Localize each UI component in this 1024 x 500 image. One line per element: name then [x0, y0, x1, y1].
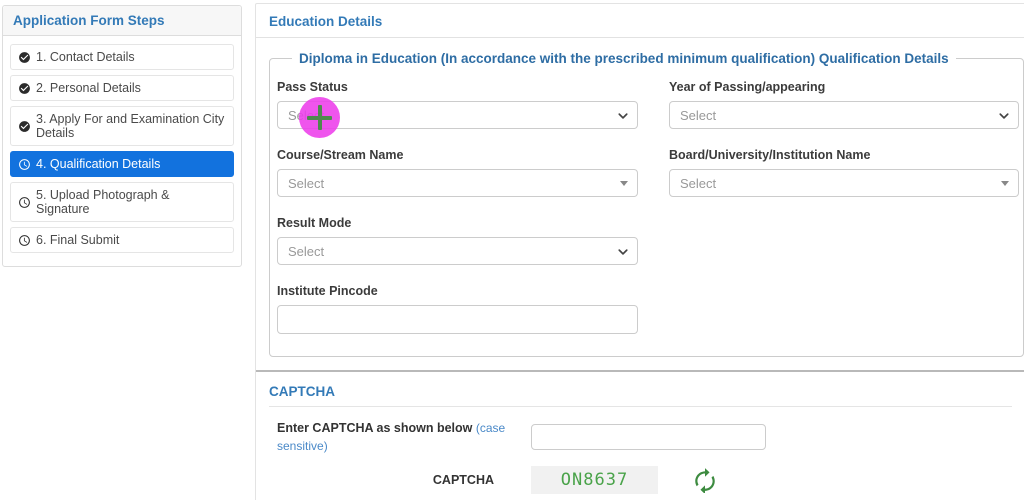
step-label: 5. Upload Photograph & Signature: [36, 188, 170, 216]
page-title: Education Details: [256, 4, 1024, 38]
selected-value: Select: [680, 175, 717, 191]
selected-value: Select: [288, 175, 325, 191]
qualification-details-fieldset: Diploma in Education (In accordance with…: [269, 51, 1024, 357]
chevron-down-icon: [617, 110, 629, 125]
field-year-of-passing: Year of Passing/appearing Select: [669, 80, 1019, 129]
selected-value: Select: [680, 107, 717, 123]
course-stream-label: Course/Stream Name: [277, 148, 404, 162]
check-circle-icon: [18, 120, 31, 133]
step-label: 6. Final Submit: [36, 233, 120, 247]
fieldset-legend: Diploma in Education (In accordance with…: [299, 51, 949, 66]
chevron-down-icon: [617, 246, 629, 261]
result-mode-select[interactable]: Select: [277, 237, 638, 265]
institute-pincode-label: Institute Pincode: [277, 284, 378, 298]
captcha-prompt-text: Enter CAPTCHA as shown below: [277, 421, 476, 435]
grid-spacer: [669, 216, 1019, 284]
step-item-personal-details[interactable]: 2. Personal Details: [10, 75, 234, 101]
step-item-final-submit[interactable]: 6. Final Submit: [10, 227, 234, 253]
step-item-upload-photo-signature[interactable]: 5. Upload Photograph & Signature: [10, 182, 234, 222]
captcha-section-title: CAPTCHA: [269, 384, 1012, 407]
clock-icon: [18, 196, 31, 209]
board-university-select[interactable]: Select: [669, 169, 1019, 197]
step-label: 4. Qualification Details: [36, 157, 161, 171]
refresh-icon: [692, 467, 718, 495]
clock-icon: [18, 158, 31, 171]
case-sensitive-note: (case sensitive): [277, 421, 506, 453]
triangle-down-icon: [1001, 181, 1009, 186]
section-divider: [256, 370, 1024, 372]
field-board-university: Board/University/Institution Name Select: [669, 148, 1019, 197]
captcha-input-row: Enter CAPTCHA as shown below (case sensi…: [277, 419, 1012, 455]
check-circle-icon: [18, 82, 31, 95]
captcha-code: ON8637: [560, 470, 629, 490]
application-form-steps-panel: Application Form Steps 1. Contact Detail…: [2, 5, 242, 267]
chevron-down-icon: [998, 110, 1010, 125]
captcha-image-label: CAPTCHA: [432, 473, 494, 487]
selected-value: Select: [288, 107, 325, 123]
course-stream-select[interactable]: Select: [277, 169, 638, 197]
captcha-prompt: Enter CAPTCHA as shown below (case sensi…: [277, 419, 512, 455]
step-label: 3. Apply For and Examination City Detail…: [36, 112, 225, 140]
institute-pincode-input[interactable]: [277, 305, 638, 334]
selected-value: Select: [288, 243, 325, 259]
step-item-qualification-details[interactable]: 4. Qualification Details: [10, 151, 234, 177]
step-label: 1. Contact Details: [36, 50, 135, 64]
clock-icon: [18, 234, 31, 247]
year-of-passing-label: Year of Passing/appearing: [669, 80, 826, 94]
sidebar-title: Application Form Steps: [3, 6, 241, 36]
captcha-section: CAPTCHA Enter CAPTCHA as shown below (ca…: [256, 372, 1024, 500]
education-details-panel: Education Details Diploma in Education (…: [255, 3, 1024, 500]
result-mode-label: Result Mode: [277, 216, 352, 230]
step-label: 2. Personal Details: [36, 81, 141, 95]
captcha-refresh-button[interactable]: [692, 467, 718, 495]
field-pass-status: Pass Status Select: [277, 80, 638, 129]
captcha-input[interactable]: [531, 424, 766, 450]
pass-status-select[interactable]: Select: [277, 101, 638, 129]
captcha-form: Enter CAPTCHA as shown below (case sensi…: [269, 419, 1012, 500]
captcha-image-row: CAPTCHA ON8637: [277, 466, 1012, 495]
board-university-label: Board/University/Institution Name: [669, 148, 871, 162]
check-circle-icon: [18, 51, 31, 64]
field-result-mode: Result Mode Select: [277, 216, 638, 265]
captcha-image: ON8637: [531, 466, 658, 494]
step-list: 1. Contact Details 2. Personal Details 3…: [3, 36, 241, 260]
pass-status-label: Pass Status: [277, 80, 348, 94]
qualification-form-grid: Pass Status Select Year of Passing/appea…: [277, 80, 1019, 338]
field-institute-pincode: Institute Pincode: [277, 284, 638, 334]
field-course-stream: Course/Stream Name Select: [277, 148, 638, 197]
step-item-apply-for-exam-city[interactable]: 3. Apply For and Examination City Detail…: [10, 106, 234, 146]
step-item-contact-details[interactable]: 1. Contact Details: [10, 44, 234, 70]
year-of-passing-select[interactable]: Select: [669, 101, 1019, 129]
triangle-down-icon: [620, 181, 628, 186]
